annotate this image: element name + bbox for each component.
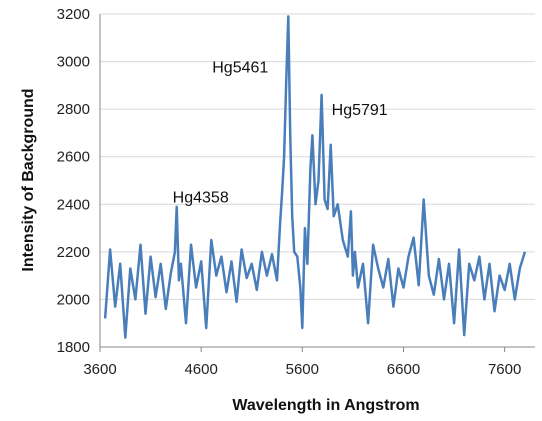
x-tick-label: 4600	[184, 361, 217, 378]
x-tick-label: 5600	[286, 361, 319, 378]
y-tick-label: 2400	[57, 196, 90, 213]
y-tick-label: 2800	[57, 101, 90, 118]
x-tick-label: 3600	[83, 361, 116, 378]
peak-annotation: Hg4358	[173, 190, 229, 207]
y-tick-label: 3200	[57, 6, 90, 23]
y-tick-label: 2000	[57, 291, 90, 308]
annotations: Hg4358 Hg5461 Hg5791	[173, 59, 388, 206]
y-tick-label: 3000	[57, 54, 90, 71]
peak-annotation: Hg5461	[212, 59, 268, 76]
x-tick-label: 6600	[387, 361, 420, 378]
x-axis-title: Wavelength in Angstrom	[232, 397, 419, 414]
x-tick-label: 7600	[488, 361, 521, 378]
series-layer	[105, 16, 525, 337]
peak-annotation: Hg5791	[332, 102, 388, 119]
y-tick-label: 2600	[57, 149, 90, 166]
y-tick-label: 2200	[57, 244, 90, 261]
y-tick-label: 1800	[57, 339, 90, 356]
y-axis-title: Intensity of Background	[20, 88, 37, 271]
series-line	[105, 16, 525, 337]
